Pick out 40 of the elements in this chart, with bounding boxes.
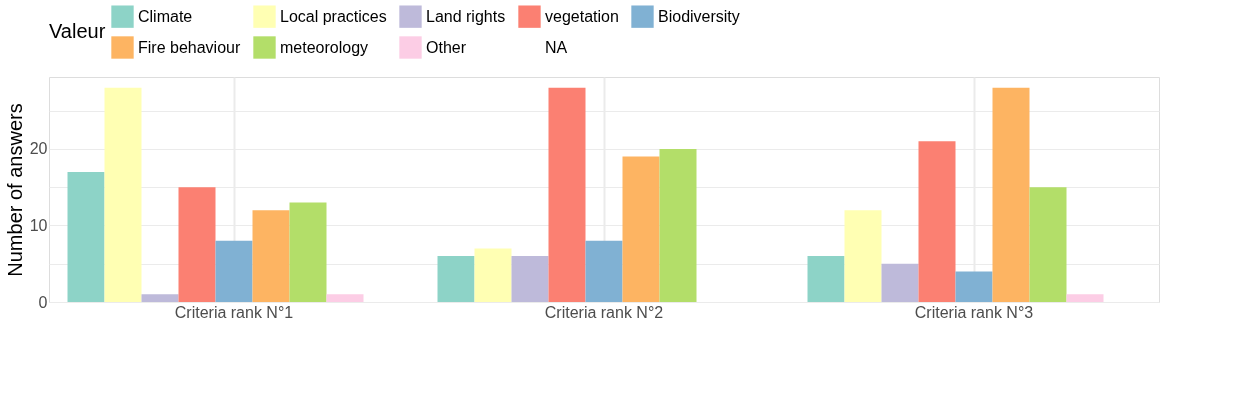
bar <box>289 202 327 302</box>
legend-label: Local practices <box>280 7 387 25</box>
legend-label: Other <box>426 38 467 56</box>
bar <box>141 294 179 302</box>
bar <box>67 171 105 302</box>
y-tick-label: 20 <box>29 140 48 158</box>
x-tick-label: Criteria rank N°3 <box>914 303 1034 321</box>
bar <box>215 240 253 302</box>
y-tick-label: 10 <box>29 216 48 234</box>
x-tick-label: Criteria rank N°1 <box>174 303 294 321</box>
legend-label: vegetation <box>545 7 619 25</box>
bar <box>548 87 586 302</box>
legend-label: Fire behaviour <box>138 38 241 56</box>
bar <box>992 87 1030 302</box>
bar <box>511 256 549 302</box>
bar <box>585 240 623 302</box>
bar <box>955 271 993 302</box>
bar <box>474 248 512 302</box>
y-axis-title: Number of answers <box>3 103 26 277</box>
bar <box>659 148 697 302</box>
bar <box>252 210 290 302</box>
legend-label: Land rights <box>426 7 506 25</box>
bar <box>622 156 660 302</box>
bar <box>326 294 364 302</box>
legend-title: Valeur <box>49 20 106 42</box>
bar <box>807 256 845 302</box>
legend-label: Biodiversity <box>658 7 740 25</box>
bar <box>1029 187 1067 302</box>
bar <box>104 87 142 302</box>
legend-label: meteorology <box>280 38 369 56</box>
bar <box>881 263 919 302</box>
x-tick-label: Criteria rank N°2 <box>544 303 664 321</box>
bar <box>178 187 216 302</box>
bar <box>437 256 475 302</box>
bar <box>844 210 882 302</box>
y-tick-label: 0 <box>38 293 48 311</box>
legend-label: Climate <box>138 7 193 25</box>
bar <box>1066 294 1104 302</box>
bar <box>918 141 956 302</box>
text: NA <box>545 38 568 56</box>
